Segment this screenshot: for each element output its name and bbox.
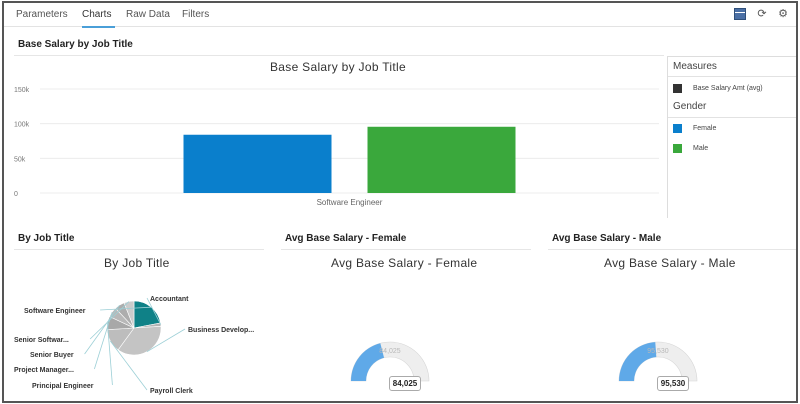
- pie-leader-line: [94, 312, 113, 370]
- section-title-male: Avg Base Salary - Male: [552, 233, 662, 244]
- active-tab-indicator: [82, 26, 116, 28]
- gauge-overlay-label: 84,025: [379, 348, 401, 355]
- pie-chart: Software Engineer Accountant Business Deve…: [14, 296, 254, 395]
- legend-label-measure: Base Salary Amt (avg): [693, 85, 763, 92]
- section-divider: [14, 249, 264, 250]
- section-title-by-job-title: By Job Title: [18, 233, 75, 244]
- tab-parameters[interactable]: Parameters: [16, 9, 68, 20]
- pie-leader-line: [100, 306, 152, 311]
- grid-icon[interactable]: [734, 8, 746, 20]
- pie-leader-line: [107, 322, 113, 386]
- pie-slice: [123, 300, 135, 329]
- section-title-female: Avg Base Salary - Female: [285, 233, 407, 244]
- legend-swatch-measure: [673, 84, 682, 93]
- bar-chart-title: Base Salary by Job Title: [270, 60, 406, 74]
- gauge-fill: [351, 343, 385, 381]
- pie-label: Principal Engineer: [32, 383, 94, 390]
- legend-label-female: Female: [693, 125, 717, 132]
- x-category-label: Software Engineer: [317, 198, 383, 207]
- pie-leader-line: [84, 304, 120, 355]
- tab-charts[interactable]: Charts: [82, 9, 116, 28]
- gauge-male: 95,530: [618, 341, 698, 382]
- y-tick-label: 50k: [14, 156, 26, 163]
- bar-male: [367, 126, 516, 193]
- section-divider: [281, 249, 531, 250]
- gauge-male-value: 95,530: [657, 376, 689, 391]
- pie-label: Project Manager...: [14, 367, 74, 374]
- tab-filters[interactable]: Filters: [182, 9, 210, 20]
- legend-measures-heading: Measures: [673, 61, 717, 72]
- pie-leader-line: [110, 340, 148, 391]
- legend-label-male: Male: [693, 145, 709, 152]
- pie-label: Senior Softwar...: [14, 337, 69, 344]
- y-tick-label: 0: [14, 191, 18, 198]
- pie-leader-line: [146, 297, 162, 325]
- pie-label: Business Develop...: [188, 327, 254, 334]
- tab-bar: Parameters Charts Raw Data Filters ⟳ ⚙: [4, 3, 796, 28]
- pie-label: Senior Buyer: [30, 352, 74, 359]
- refresh-icon[interactable]: ⟳: [757, 8, 767, 20]
- legend-divider: [668, 117, 796, 118]
- y-tick-label: 150k: [14, 87, 30, 94]
- gauge-female-value: 84,025: [389, 376, 421, 391]
- chart-legend: Measures Base Salary Amt (avg) Gender Fe…: [667, 56, 796, 218]
- pie-label: Payroll Clerk: [150, 388, 193, 395]
- pie-leader-line: [89, 301, 130, 340]
- legend-gender-heading: Gender: [673, 101, 707, 112]
- y-tick-label: 100k: [14, 122, 30, 129]
- gauge-female-title: Avg Base Salary - Female: [331, 256, 478, 270]
- bar-female: [183, 134, 332, 193]
- tab-raw-data[interactable]: Raw Data: [126, 9, 170, 20]
- tab-charts-label: Charts: [82, 9, 112, 20]
- legend-swatch-female: [673, 124, 682, 133]
- legend-divider: [668, 76, 796, 77]
- section-title-base-salary: Base Salary by Job Title: [18, 39, 133, 50]
- pie-chart-title: By Job Title: [104, 256, 170, 270]
- gear-icon[interactable]: ⚙: [778, 8, 788, 20]
- pie-leader-line: [146, 328, 186, 353]
- bar-chart: 0 50k 100k 150k Software Engineer: [14, 87, 659, 207]
- gauge-female: 84,025: [350, 341, 430, 382]
- legend-swatch-male: [673, 144, 682, 153]
- pie-label: Software Engineer: [24, 308, 86, 315]
- section-divider: [548, 249, 796, 250]
- gauge-overlay-label: 95,530: [647, 348, 669, 355]
- gauge-fill: [619, 342, 657, 381]
- gauge-male-title: Avg Base Salary - Male: [604, 256, 736, 270]
- pie-label: Accountant: [150, 296, 189, 303]
- section-divider: [14, 55, 664, 56]
